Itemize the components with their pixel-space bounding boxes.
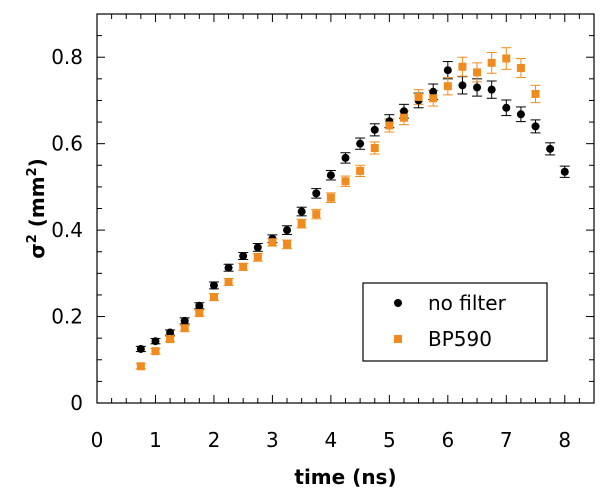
point-bp590 [370,143,379,152]
legend-label-bp590: BP590 [428,327,492,351]
x-axis-title: time (ns) [294,465,396,489]
y-tick-label: 0.8 [51,45,83,69]
point-no-filter [166,328,175,337]
point-no-filter [180,316,189,325]
y-tick-label: 0 [70,391,83,415]
legend-label-no-filter: no filter [428,291,507,315]
point-no-filter [429,87,438,96]
x-tick-label: 0 [91,428,104,452]
point-bp590 [458,62,467,71]
point-bp590 [356,166,365,175]
point-no-filter [531,122,540,131]
point-no-filter [253,243,262,252]
point-bp590 [443,82,452,91]
point-bp590 [502,54,511,63]
point-bp590 [326,193,335,202]
point-bp590 [195,309,204,318]
point-bp590 [136,362,145,371]
point-bp590 [531,89,540,98]
point-bp590 [414,92,423,101]
y-axis-title-sup1: 2 [25,234,40,243]
point-no-filter [297,207,306,216]
point-bp590 [239,262,248,271]
point-no-filter [224,263,233,272]
tick-labels: 0 1 2 3 4 5 6 7 8 0 0.2 0.4 0.6 0.8 [51,45,571,452]
point-bp590 [297,219,306,228]
point-bp590 [341,177,350,186]
point-no-filter [560,167,569,176]
point-bp590 [399,113,408,122]
point-bp590 [516,64,525,73]
y-tick-label: 0.2 [51,305,83,329]
x-tick-label: 2 [208,428,221,452]
x-tick-label: 4 [325,428,338,452]
point-bp590 [253,253,262,262]
point-bp590 [209,293,218,302]
point-bp590 [385,121,394,130]
legend-box [362,282,548,362]
data-markers [136,54,569,371]
point-no-filter [136,344,145,353]
point-no-filter [458,81,467,90]
point-bp590 [180,324,189,333]
y-axis-title-sup2: 2 [25,167,40,176]
legend: no filter BP590 [362,282,548,362]
point-bp590 [166,335,175,344]
point-no-filter [151,337,160,346]
y-tick-label: 0.4 [51,218,83,242]
point-no-filter [356,139,365,148]
point-bp590 [429,94,438,103]
y-axis-title: σ2 (mm2) [25,158,49,259]
point-bp590 [312,210,321,219]
x-tick-label: 3 [266,428,279,452]
point-no-filter [516,110,525,119]
y-axis-title-symbol: σ [25,243,49,259]
point-no-filter [399,107,408,116]
point-no-filter [487,85,496,94]
point-no-filter [209,281,218,290]
point-no-filter [341,153,350,162]
point-no-filter [546,144,555,153]
point-bp590 [151,347,160,356]
point-no-filter [283,226,292,235]
point-bp590 [268,238,277,247]
point-bp590 [224,277,233,286]
x-tick-label: 1 [149,428,162,452]
point-no-filter [370,125,379,134]
point-no-filter [443,66,452,75]
point-no-filter [502,103,511,112]
legend-marker-bp590 [394,335,402,343]
point-no-filter [239,252,248,261]
x-tick-label: 7 [500,428,513,452]
plot-frame [96,13,595,404]
point-no-filter [312,189,321,198]
minor-ticks [96,13,595,404]
point-bp590 [487,58,496,67]
point-no-filter [195,301,204,310]
point-no-filter [473,83,482,92]
point-bp590 [283,240,292,249]
point-no-filter [326,171,335,180]
y-tick-label: 0.6 [51,132,83,156]
x-tick-label: 6 [441,428,454,452]
x-tick-label: 5 [383,428,396,452]
point-bp590 [473,68,482,77]
legend-marker-no-filter [394,299,402,307]
y-axis-title-unit: (mm [25,176,49,234]
x-tick-label: 8 [558,428,571,452]
y-axis-title-close: ) [25,158,49,167]
